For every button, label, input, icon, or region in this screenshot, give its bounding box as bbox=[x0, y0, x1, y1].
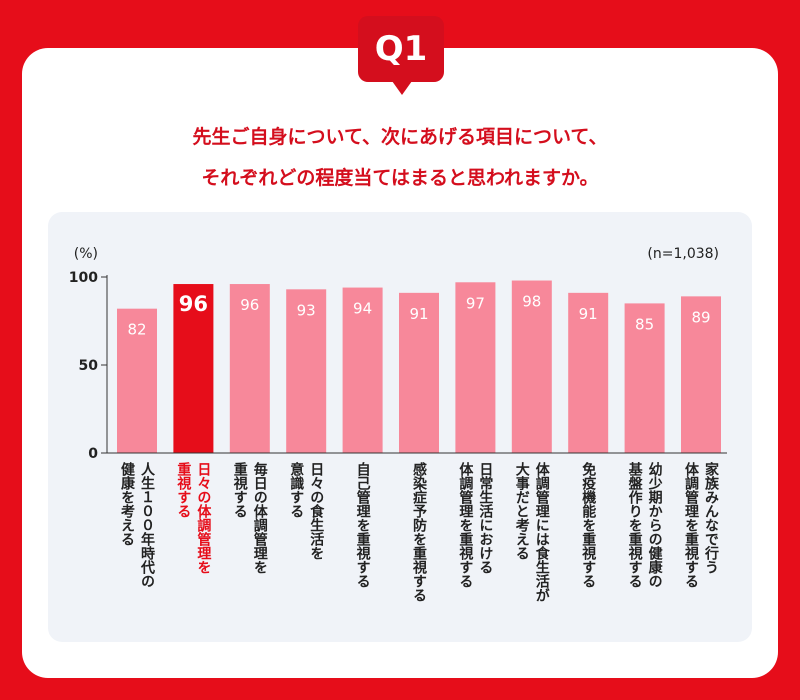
category-label: 人生１００年時代の 健康を考える bbox=[119, 462, 155, 588]
category-label: 日常生活における 体調管理を重視する bbox=[457, 462, 494, 588]
bar-value-label: 96 bbox=[179, 292, 208, 316]
bar-value-label: 85 bbox=[635, 315, 654, 333]
bar bbox=[681, 296, 721, 453]
bar bbox=[511, 280, 552, 453]
y-tick-label: 0 bbox=[88, 446, 98, 462]
bar-value-label: 97 bbox=[466, 294, 485, 312]
question-text: 先生ご自身について、次にあげる項目について、 それぞれどの程度当てはまると思われ… bbox=[0, 117, 800, 199]
category-label: 感染症予防を重視する bbox=[411, 462, 427, 602]
category-label: 日々の体調管理を 重視する bbox=[175, 462, 212, 574]
bar-value-label: 93 bbox=[297, 301, 316, 319]
bar-value-label: 82 bbox=[127, 321, 146, 339]
bar bbox=[568, 292, 609, 453]
category-label: 家族みんなで行う 体調管理を重視する bbox=[683, 462, 719, 588]
bar bbox=[286, 289, 327, 453]
category-label: 自己管理を重視する bbox=[354, 462, 371, 588]
question-line-2: それぞれどの程度当てはまると思われますか。 bbox=[201, 167, 599, 189]
category-label: 免疫機能を重視する bbox=[580, 462, 597, 588]
bar-value-label: 98 bbox=[522, 293, 541, 311]
bar bbox=[229, 284, 270, 453]
bar bbox=[173, 284, 214, 453]
question-line-1: 先生ご自身について、次にあげる項目について、 bbox=[192, 126, 608, 148]
y-axis-label: (%) bbox=[74, 246, 98, 262]
y-tick-label: 50 bbox=[79, 358, 99, 374]
category-label: 幼少期からの健康の 基盤作りを重視する bbox=[626, 462, 663, 588]
bar-value-label: 94 bbox=[353, 300, 372, 318]
bar bbox=[624, 303, 665, 453]
question-badge-pointer bbox=[392, 81, 412, 95]
category-label: 体調管理には食生活が 大事だと考える bbox=[513, 462, 550, 602]
category-label: 毎日の体調管理を 重視する bbox=[231, 462, 268, 574]
y-tick-label: 100 bbox=[69, 270, 98, 286]
bar-value-label: 96 bbox=[240, 296, 259, 314]
category-label: 日々の食生活を 意識する bbox=[288, 462, 325, 560]
bar-value-label: 91 bbox=[579, 305, 598, 323]
sample-size-note: (n=1,038) bbox=[647, 246, 719, 262]
bar bbox=[455, 282, 496, 453]
bar-value-label: 89 bbox=[691, 308, 710, 326]
bar-value-label: 91 bbox=[409, 305, 428, 323]
bar bbox=[399, 292, 439, 453]
bar bbox=[342, 287, 383, 453]
question-badge: Q1 bbox=[358, 16, 444, 82]
bar bbox=[117, 308, 157, 453]
